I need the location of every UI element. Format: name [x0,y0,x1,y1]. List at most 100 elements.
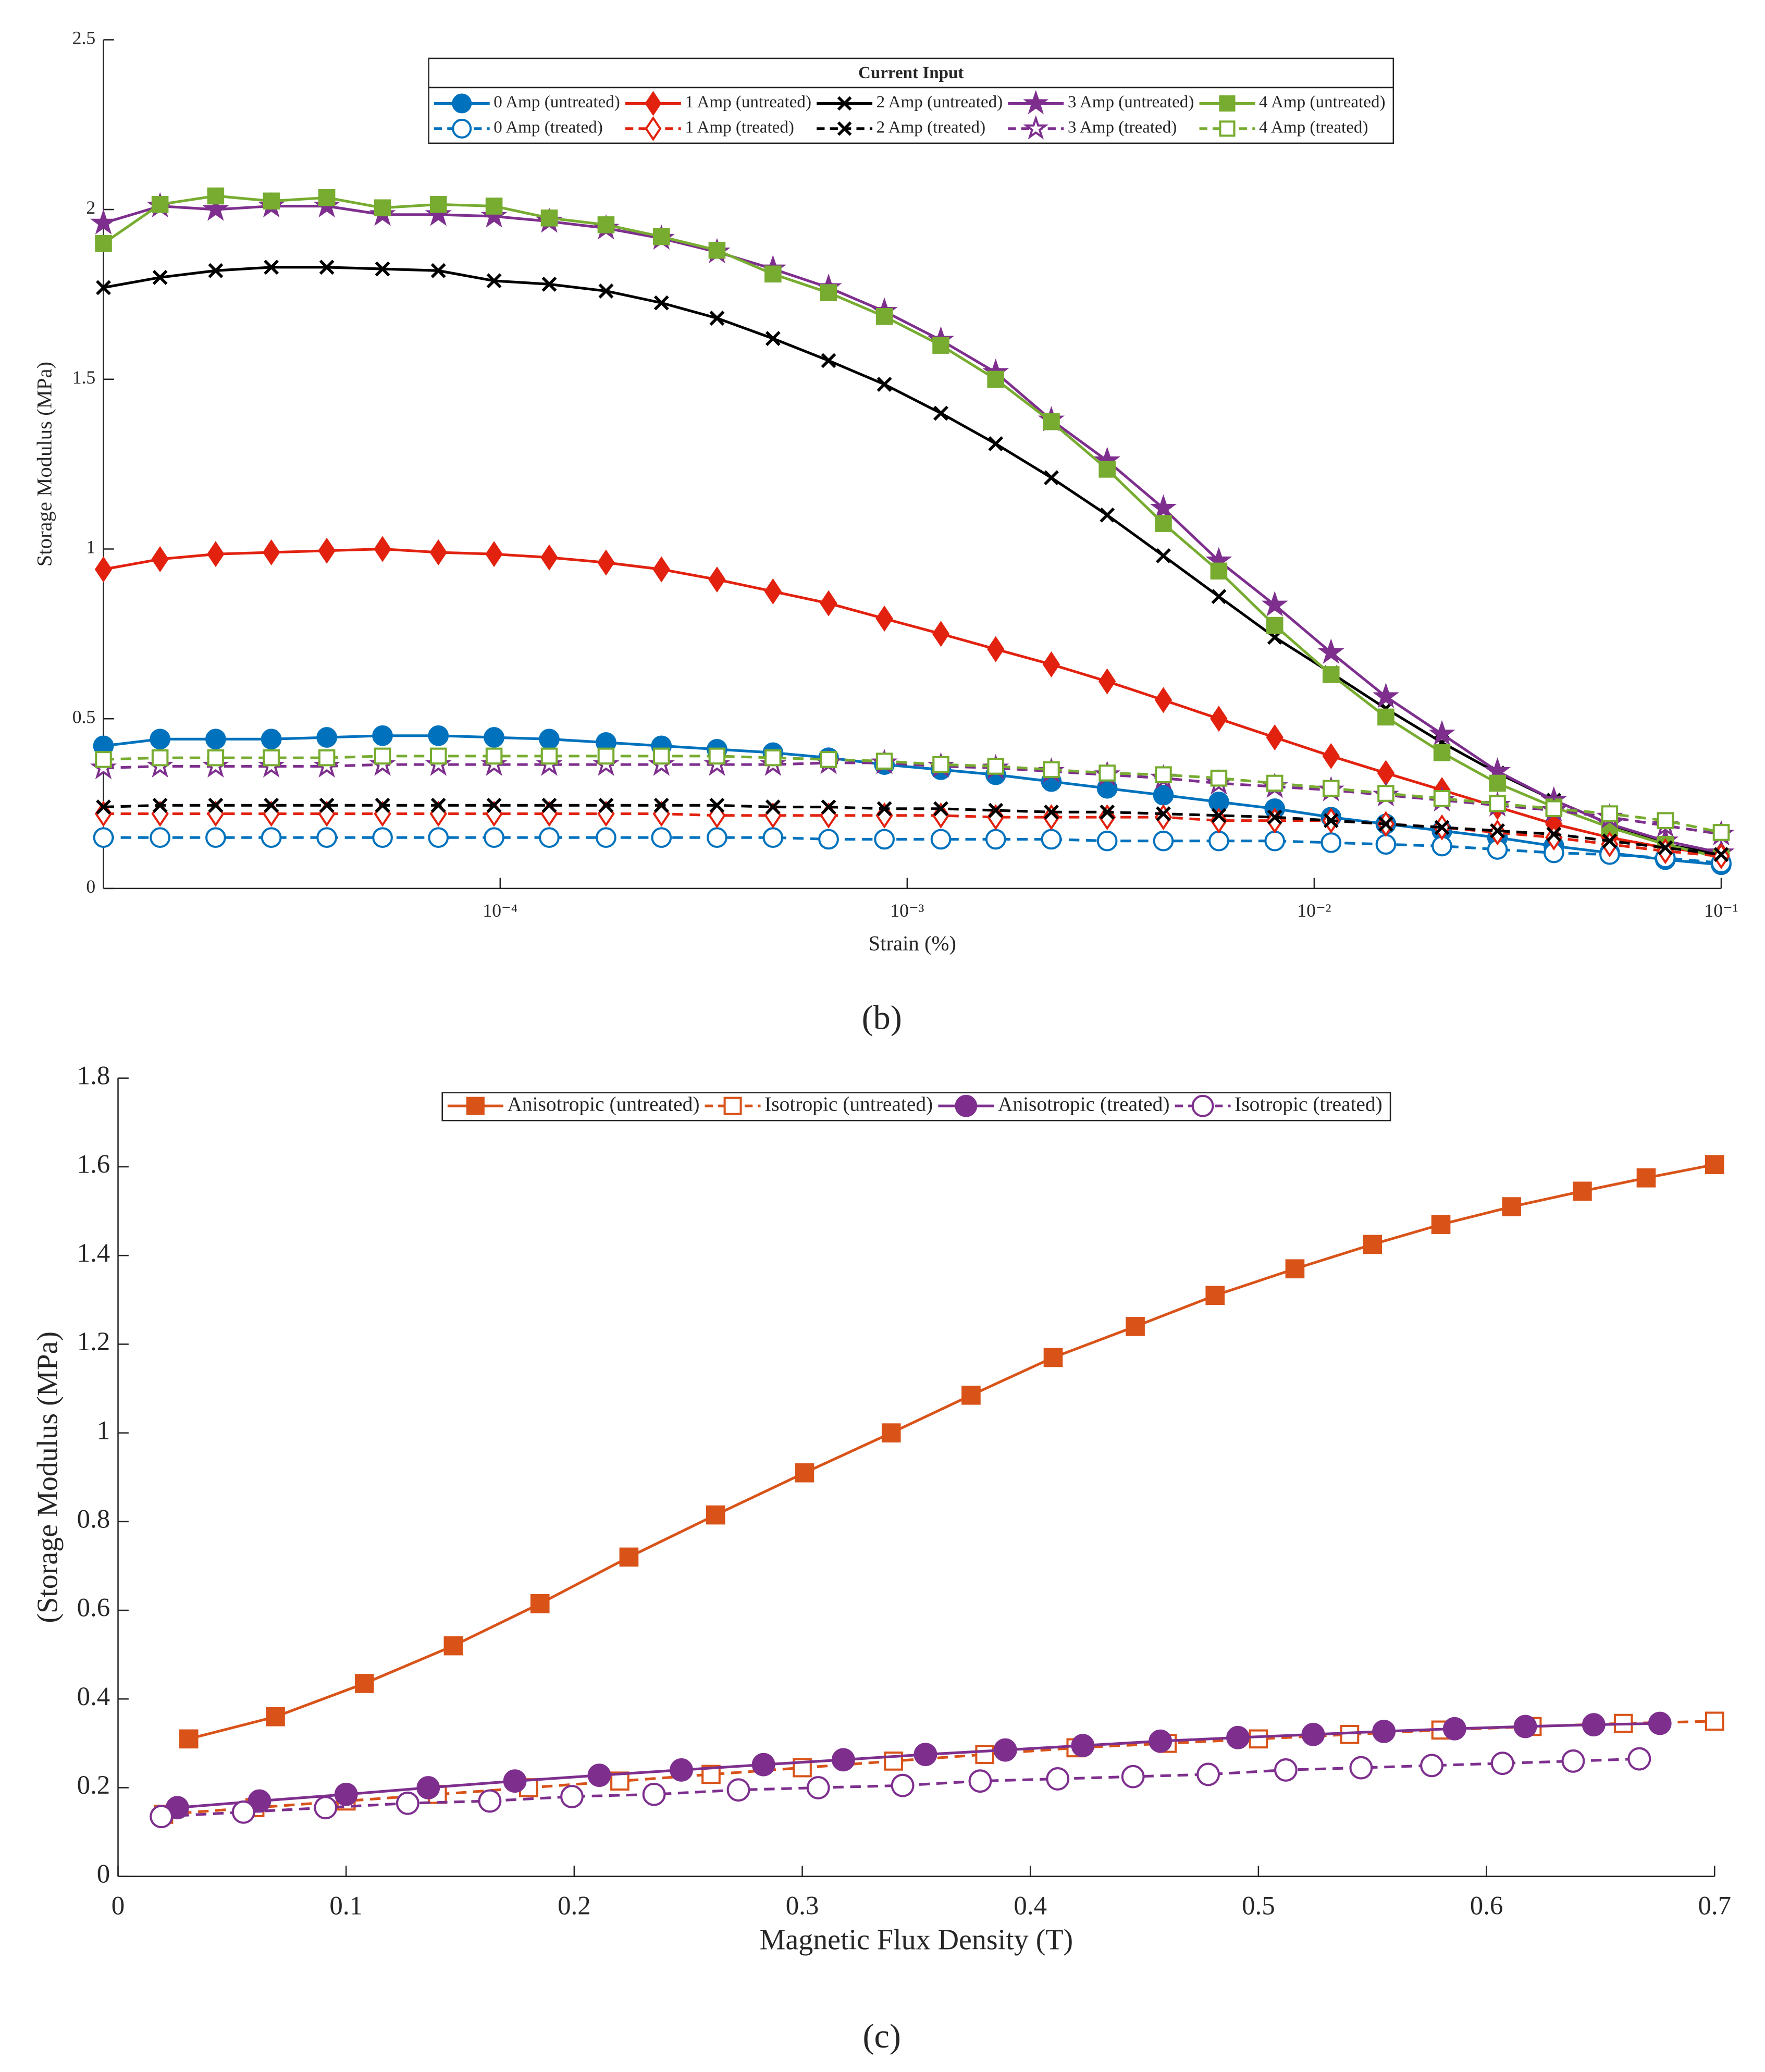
legend-entry: 1 Amp (treated) [625,116,794,141]
marker [652,747,670,765]
marker [652,556,670,583]
marker [428,827,449,848]
marker [987,371,1005,388]
marker [318,749,336,767]
legend-label: 1 Amp (treated) [685,118,794,137]
marker [1155,515,1172,532]
y-tick-label: 1.6 [77,1150,110,1179]
series [95,747,1730,841]
legend-marker [1023,90,1049,115]
marker [443,1636,463,1656]
marker [709,797,725,813]
marker [179,1729,199,1749]
marker [1489,795,1506,812]
marker [820,751,837,768]
marker [1322,780,1340,797]
marker [1155,766,1172,783]
marker [1322,743,1340,769]
marker [374,747,391,765]
marker [231,1800,255,1824]
marker [881,1423,901,1442]
marker [708,566,726,593]
x-tick-label: 0.5 [1242,1891,1275,1920]
marker [152,269,168,285]
marker [914,1743,937,1767]
marker [486,273,502,289]
legend-entry: Anisotropic (treated) [938,1092,1170,1117]
marker [1156,806,1171,822]
marker [150,1805,174,1829]
x-tick-label: 0.1 [329,1891,363,1920]
y-tick-label: 0 [86,876,95,897]
legend-entry: 4 Amp (untreated) [1199,93,1386,112]
legend-marker [645,91,662,116]
marker [1150,494,1177,520]
legend-marker [837,121,852,136]
marker [1044,804,1059,820]
legend-entry: 2 Amp (treated) [817,118,985,137]
marker [319,260,335,275]
marker [1098,668,1116,695]
marker [374,199,391,217]
marker [94,556,113,583]
marker [932,756,949,773]
series-line [103,194,1722,859]
marker [821,799,836,815]
marker [261,827,282,848]
marker [1261,591,1288,616]
legend-title: Current Input [858,64,964,82]
marker [314,1796,338,1820]
legend-entry: Isotropic (untreated) [705,1092,933,1115]
marker [1428,720,1455,746]
marker [1100,507,1115,523]
marker [1205,1286,1225,1305]
legend-label: Isotropic (untreated) [764,1092,933,1115]
marker [1071,1734,1095,1758]
x-axis-label: Strain (%) [869,932,956,955]
marker [96,799,111,815]
x-tick-label: 10⁻³ [890,900,924,921]
legend-label: Anisotropic (untreated) [507,1092,699,1115]
marker [430,797,446,813]
marker [207,749,225,767]
y-tick-label: 0.8 [77,1505,110,1534]
series-line [188,1163,1715,1741]
series-line [103,547,1722,856]
marker [151,749,169,767]
marker [1266,616,1283,634]
marker [266,1707,285,1726]
marker [429,195,447,213]
marker [484,827,504,848]
legend-entry: 0 Amp (untreated) [434,93,620,114]
legend-marker [955,1094,978,1117]
marker [932,337,949,354]
marker [1573,1181,1592,1201]
marker [831,1748,855,1772]
marker [152,797,168,813]
series-line [103,755,1722,834]
series-line [177,1722,1660,1809]
marker [1210,706,1228,732]
marker [396,1791,419,1815]
marker [597,216,615,233]
marker [1601,805,1619,822]
marker [1211,589,1227,605]
marker [708,241,726,259]
marker [1266,724,1283,751]
y-tick-label: 0.6 [77,1594,110,1623]
marker [263,192,280,210]
marker [1713,847,1729,862]
marker [1264,830,1286,852]
marker [1096,830,1118,852]
marker [1705,1711,1724,1731]
marker [1156,548,1171,563]
marker [1490,1752,1514,1775]
legend-entry: 2 Amp (untreated) [817,93,1003,112]
marker [263,749,280,767]
y-tick-label: 1.2 [77,1327,110,1356]
legend-label: 3 Amp (untreated) [1068,93,1194,112]
marker [318,537,336,564]
marker [1154,687,1172,713]
y-axis-label: (Storage Modulus (MPa) [32,1331,64,1623]
marker [1285,1259,1305,1279]
